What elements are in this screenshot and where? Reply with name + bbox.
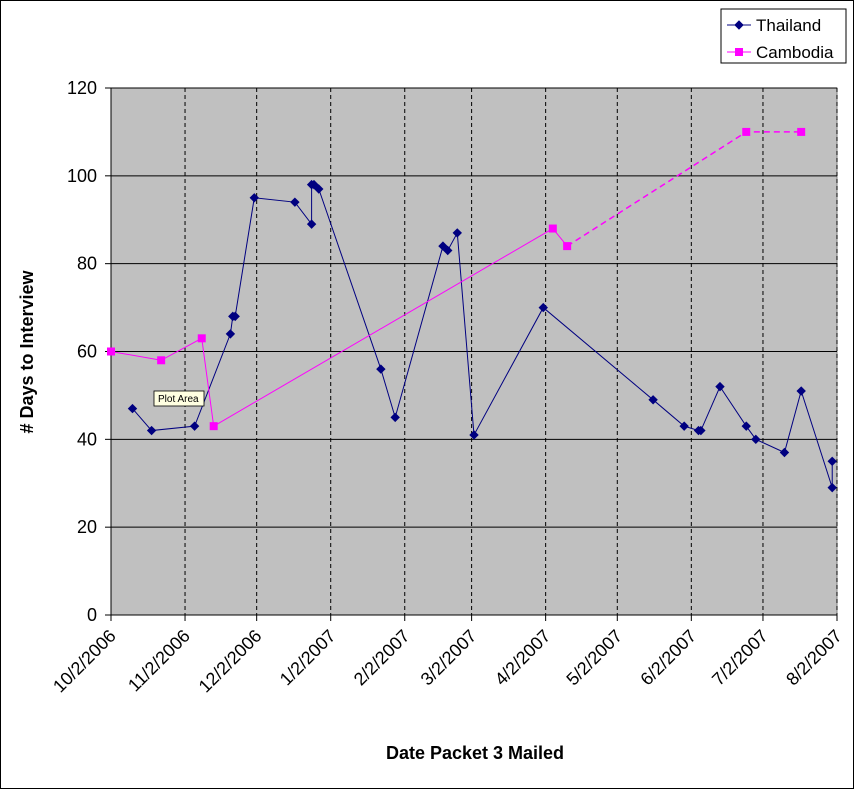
data-point-cambodia: [548, 224, 557, 233]
data-point-thailand: [438, 241, 448, 251]
x-tick-labels: 10/2/2006 11/2/2006 12/2/2006 1/2/2007 2/2/2…: [49, 615, 846, 696]
data-point-thailand: [452, 228, 462, 238]
tooltip-label: Plot Area: [158, 394, 199, 405]
y-tick-label: 100: [67, 166, 97, 186]
data-point-thailand: [827, 482, 837, 493]
data-point-thailand: [127, 403, 138, 414]
data-point-thailand: [249, 193, 259, 203]
data-point-thailand: [679, 421, 689, 431]
y-tick-label: 60: [77, 342, 97, 362]
x-tick-label: 3/2/2007: [417, 626, 481, 690]
data-point-thailand: [751, 434, 761, 445]
x-tick-label: 5/2/2007: [562, 626, 626, 690]
data-point-thailand: [225, 329, 236, 339]
data-point-cambodia: [157, 356, 166, 365]
legend: Thailand Cambodia: [720, 8, 847, 64]
series-layer: [107, 127, 837, 493]
y-tick-label: 20: [77, 517, 97, 537]
series-cambodia: [107, 127, 806, 431]
data-point-thailand: [376, 364, 386, 374]
x-tick-label: 1/2/2007: [276, 626, 340, 690]
data-point-thailand: [715, 381, 725, 392]
x-tick-label: 4/2/2007: [491, 626, 555, 690]
y-tick-label: 40: [77, 429, 97, 449]
data-point-thailand: [696, 425, 706, 436]
x-tick-label: 7/2/2007: [708, 626, 772, 690]
data-point-thailand: [309, 179, 319, 190]
data-point-cambodia: [107, 347, 115, 356]
y-tick-label: 120: [67, 78, 97, 98]
legend-label: Thailand: [756, 16, 821, 35]
legend-marker: [735, 48, 743, 56]
series-thailand: [127, 179, 837, 493]
data-point-cambodia: [209, 422, 218, 431]
x-tick-label: 12/2/2006: [195, 626, 266, 697]
legend-marker: [734, 20, 744, 30]
data-point-thailand: [469, 430, 479, 440]
plot-area-tooltip: Plot Area: [153, 390, 205, 407]
y-tick-label: 80: [77, 254, 97, 274]
vertical-gridlines: [184, 88, 838, 615]
data-point-thailand: [390, 412, 400, 423]
y-tick-label: 0: [87, 605, 97, 625]
data-point-cambodia: [197, 334, 206, 343]
data-point-thailand: [779, 447, 790, 458]
x-tick-label: 2/2/2007: [350, 626, 414, 690]
x-tick-label: 6/2/2007: [636, 626, 700, 690]
x-tick-label: 8/2/2007: [782, 626, 846, 690]
x-tick-label: 11/2/2006: [124, 626, 194, 696]
data-point-cambodia: [563, 242, 572, 251]
data-point-thailand: [306, 219, 317, 229]
x-axis-title: Date Packet 3 Mailed: [386, 743, 564, 763]
data-point-thailand: [796, 386, 806, 396]
data-point-cambodia: [797, 127, 806, 136]
data-point-thailand: [230, 311, 240, 322]
data-point-thailand: [538, 302, 548, 313]
x-tick-label: 10/2/2006: [49, 626, 120, 697]
data-point-thailand: [443, 245, 453, 256]
data-point-thailand: [290, 197, 300, 207]
data-point-thailand: [146, 425, 157, 436]
legend-label: Cambodia: [756, 43, 834, 62]
data-point-thailand: [314, 184, 324, 194]
data-point-cambodia: [742, 127, 751, 136]
data-point-thailand: [827, 456, 837, 466]
data-point-thailand: [741, 421, 751, 431]
y-tick-labels: 0 20 40 60 80 100 120: [67, 78, 111, 625]
data-point-thailand: [648, 395, 658, 405]
data-point-thailand: [189, 421, 200, 431]
y-axis-title: # Days to Interview: [17, 269, 37, 433]
